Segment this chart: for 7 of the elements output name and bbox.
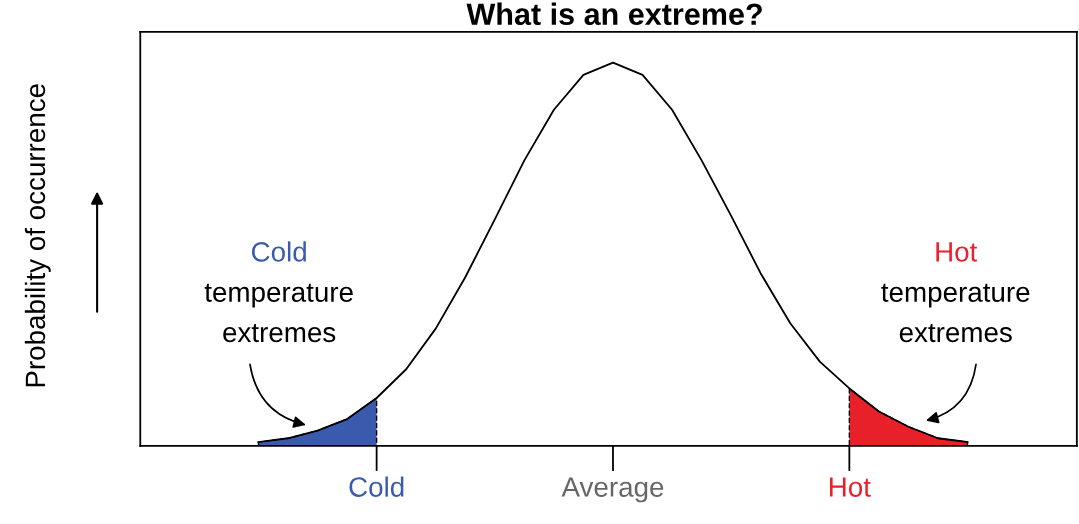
annotation: Hot temperature extremes	[881, 242, 1030, 343]
annotation: Cold temperature extremes	[204, 241, 353, 343]
x-tick-label: Cold	[349, 476, 404, 497]
chart-title: What is an extreme?	[466, 2, 762, 26]
y-axis-title: Probability of occurrence	[24, 84, 51, 387]
x-tick-label: Average	[561, 477, 664, 503]
x-tick-label: Hot	[830, 477, 871, 497]
